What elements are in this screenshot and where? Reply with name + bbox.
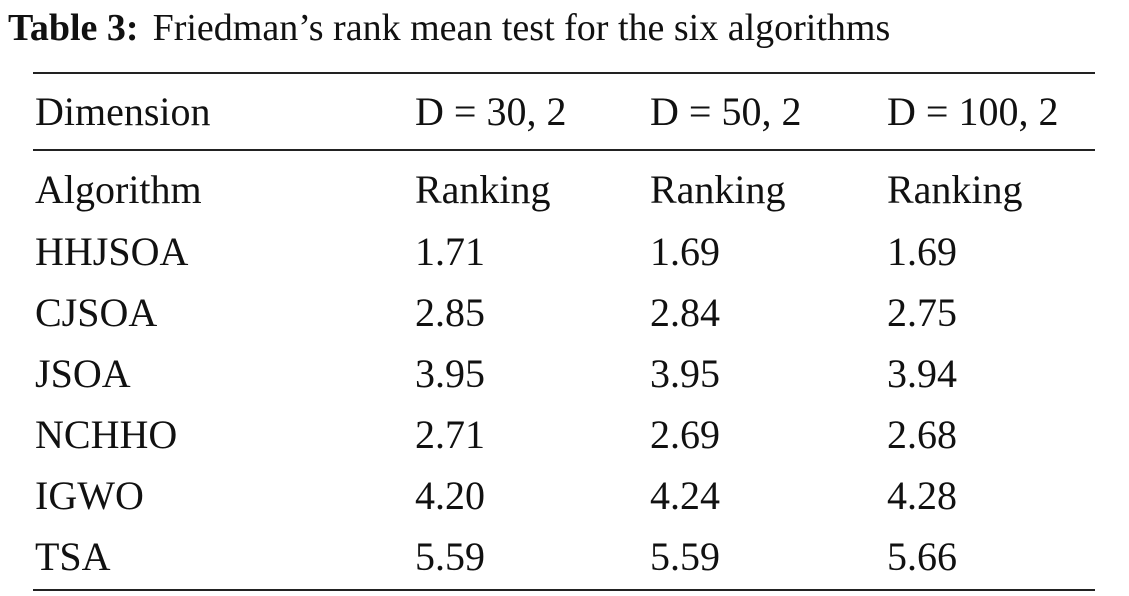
value-cell: 1.71: [415, 229, 485, 274]
table-caption: Table 3: Friedman’s rank mean test for th…: [8, 6, 890, 50]
value-cell: 3.94: [887, 351, 957, 396]
value-cell: 1.69: [887, 229, 957, 274]
header-cell: D = 30, 2: [415, 89, 567, 134]
subheader-cell: Algorithm: [35, 167, 202, 212]
row-label: HHJSOA: [35, 229, 189, 274]
value-cell: 2.85: [415, 290, 485, 335]
header-rule: [33, 149, 1095, 151]
value-cell: 2.84: [650, 290, 720, 335]
value-cell: 2.68: [887, 412, 957, 457]
value-cell: 4.24: [650, 473, 720, 518]
bottom-rule: [33, 589, 1095, 591]
value-cell: 5.59: [415, 534, 485, 579]
header-cell: D = 100, 2: [887, 89, 1059, 134]
top-rule: [33, 72, 1095, 74]
subheader-cell: Ranking: [415, 167, 551, 212]
header-cell: Dimension: [35, 89, 211, 134]
value-cell: 4.28: [887, 473, 957, 518]
value-cell: 3.95: [415, 351, 485, 396]
row-label: CJSOA: [35, 290, 158, 335]
row-label: NCHHO: [35, 412, 178, 457]
row-label: TSA: [35, 534, 111, 579]
row-label: IGWO: [35, 473, 144, 518]
value-cell: 4.20: [415, 473, 485, 518]
header-cell: D = 50, 2: [650, 89, 802, 134]
value-cell: 5.59: [650, 534, 720, 579]
subheader-cell: Ranking: [887, 167, 1023, 212]
value-cell: 3.95: [650, 351, 720, 396]
row-label: JSOA: [35, 351, 131, 396]
caption-label: Table 3:: [8, 7, 139, 49]
subheader-cell: Ranking: [650, 167, 786, 212]
caption-text: Friedman’s rank mean test for the six al…: [152, 7, 891, 49]
value-cell: 5.66: [887, 534, 957, 579]
value-cell: 2.75: [887, 290, 957, 335]
value-cell: 1.69: [650, 229, 720, 274]
value-cell: 2.71: [415, 412, 485, 457]
value-cell: 2.69: [650, 412, 720, 457]
